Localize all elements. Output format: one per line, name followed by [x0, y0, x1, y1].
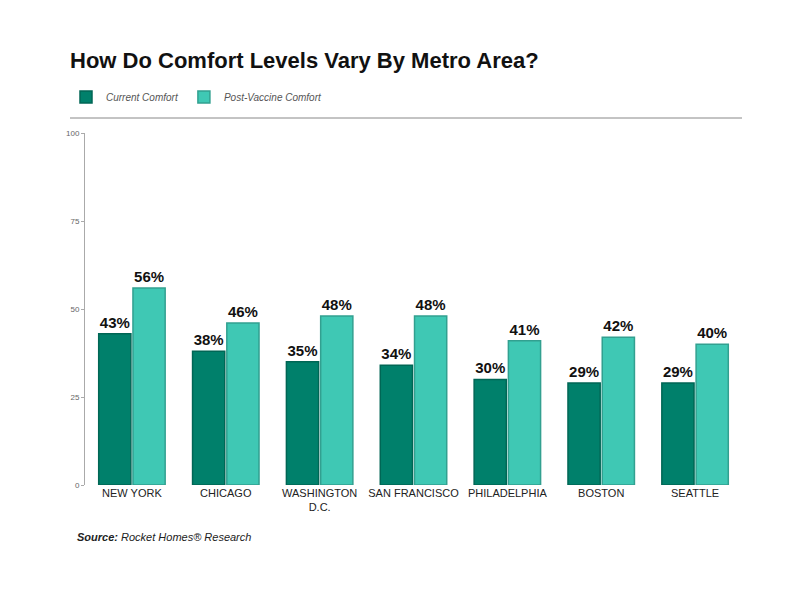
- svg-text:56%: 56%: [134, 268, 164, 285]
- svg-text:29%: 29%: [569, 363, 599, 380]
- svg-text:How Do Comfort Levels Vary By: How Do Comfort Levels Vary By Metro Area…: [70, 48, 539, 73]
- svg-text:Source: Rocket Homes® Research: Source: Rocket Homes® Research: [77, 531, 251, 543]
- svg-text:WASHINGTOND.C.: WASHINGTOND.C.: [282, 487, 357, 513]
- svg-text:48%: 48%: [322, 296, 352, 313]
- svg-text:25: 25: [70, 393, 79, 402]
- svg-text:100: 100: [66, 129, 80, 138]
- svg-text:CHICAGO: CHICAGO: [200, 487, 252, 499]
- svg-text:29%: 29%: [663, 363, 693, 380]
- svg-text:NEW YORK: NEW YORK: [102, 487, 162, 499]
- svg-text:SEATTLE: SEATTLE: [671, 487, 719, 499]
- svg-text:SAN FRANCISCO: SAN FRANCISCO: [368, 487, 459, 499]
- svg-text:40%: 40%: [697, 324, 727, 341]
- svg-text:BOSTON: BOSTON: [578, 487, 624, 499]
- svg-text:43%: 43%: [100, 314, 130, 331]
- svg-text:50: 50: [70, 305, 79, 314]
- svg-text:41%: 41%: [509, 321, 539, 338]
- svg-text:75: 75: [70, 217, 79, 226]
- svg-text:0: 0: [75, 481, 80, 490]
- svg-text:46%: 46%: [228, 303, 258, 320]
- svg-text:38%: 38%: [194, 331, 224, 348]
- svg-text:35%: 35%: [287, 342, 317, 359]
- svg-text:Post-Vaccine Comfort: Post-Vaccine Comfort: [224, 92, 322, 103]
- svg-text:42%: 42%: [603, 317, 633, 334]
- svg-text:Current Comfort: Current Comfort: [106, 92, 179, 103]
- svg-text:30%: 30%: [475, 359, 505, 376]
- svg-text:48%: 48%: [416, 296, 446, 313]
- svg-text:PHILADELPHIA: PHILADELPHIA: [468, 487, 548, 499]
- svg-text:34%: 34%: [381, 345, 411, 362]
